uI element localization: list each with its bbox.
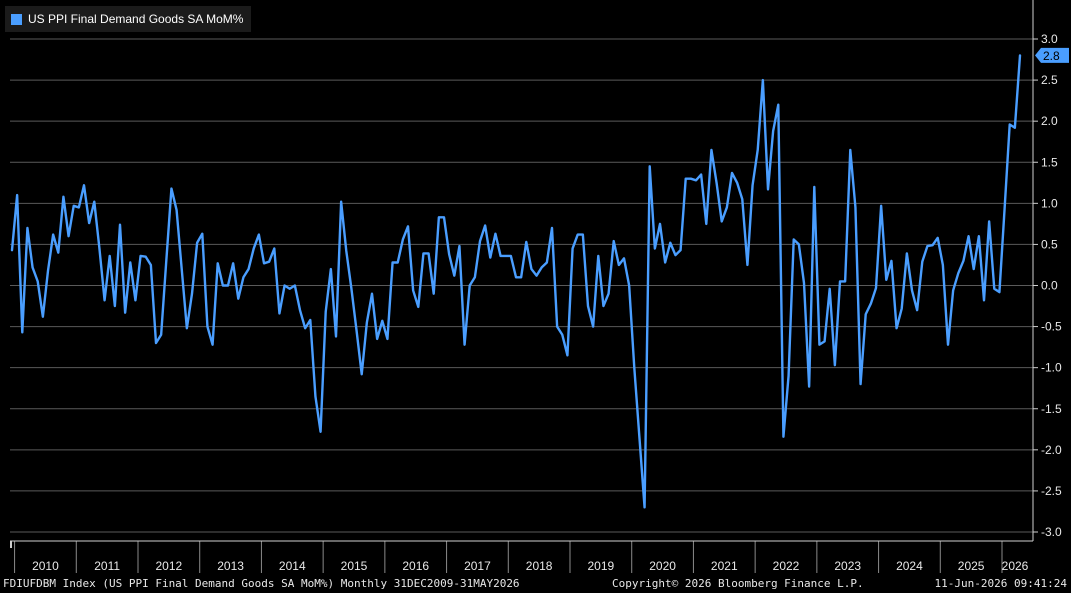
y-tick-label: 2.5	[1041, 73, 1058, 87]
x-tick-label: 2018	[526, 559, 553, 573]
last-value-label: 2.8	[1043, 49, 1060, 63]
y-tick-label: -1.0	[1041, 361, 1062, 375]
y-tick-label: 1.0	[1041, 196, 1058, 210]
x-tick-label: 2017	[464, 559, 491, 573]
y-tick-label: -3.0	[1041, 525, 1062, 539]
y-tick-label: 0.5	[1041, 237, 1058, 251]
x-tick-label: 2019	[588, 559, 615, 573]
x-tick-label: 2022	[773, 559, 800, 573]
x-axis-tick-labels: 2010 2011 2012 2013 2014 2015 2016 2017 2018 2019…	[32, 559, 1029, 573]
y-tick-label: -0.5	[1041, 320, 1062, 334]
y-tick-label: -2.0	[1041, 443, 1062, 457]
y-tick-label: -2.5	[1041, 484, 1062, 498]
x-tick-label: 2016	[402, 559, 429, 573]
x-tick-label: 2020	[649, 559, 676, 573]
y-tick-label: 2.0	[1041, 114, 1058, 128]
x-tick-label: 2015	[341, 559, 368, 573]
x-tick-label: 2013	[217, 559, 244, 573]
legend-label: US PPI Final Demand Goods SA MoM%	[28, 12, 244, 26]
series-line-ppi-goods	[10, 54, 1022, 509]
x-tick-label: 2021	[711, 559, 738, 573]
x-tick-label: 2011	[94, 559, 120, 573]
y-axis-tick-labels: 3.0 2.5 2.0 1.5 1.0 0.5 0.0 -0.5 -1.0 -1.5 -2.0 -2.…	[1033, 32, 1062, 539]
legend: US PPI Final Demand Goods SA MoM%	[5, 6, 252, 32]
last-value-badge: 2.8	[1035, 47, 1069, 63]
legend-swatch	[11, 13, 22, 25]
x-axis-ticks	[10, 541, 1003, 573]
x-tick-label: 2023	[834, 559, 861, 573]
footer-copyright: Copyright© 2026 Bloomberg Finance L.P.	[612, 577, 864, 590]
footer-index-description: FDIUFDBM Index (US PPI Final Demand Good…	[3, 577, 520, 590]
x-tick-label: 2026	[1002, 559, 1029, 573]
y-tick-label: 3.0	[1041, 32, 1058, 46]
y-tick-label: -1.5	[1041, 402, 1062, 416]
y-tick-label: 1.5	[1041, 155, 1058, 169]
x-tick-label: 2024	[896, 559, 923, 573]
x-tick-label: 2014	[279, 559, 306, 573]
x-tick-label: 2010	[32, 559, 59, 573]
x-tick-label: 2025	[958, 559, 985, 573]
footer-timestamp: 11-Jun-2026 09:41:24	[934, 577, 1067, 590]
footer-bar: FDIUFDBM Index (US PPI Final Demand Good…	[0, 576, 1071, 593]
x-tick-label: 2012	[156, 559, 183, 573]
y-tick-label: 0.0	[1041, 279, 1058, 293]
last-value-badge-shape	[1035, 47, 1069, 63]
